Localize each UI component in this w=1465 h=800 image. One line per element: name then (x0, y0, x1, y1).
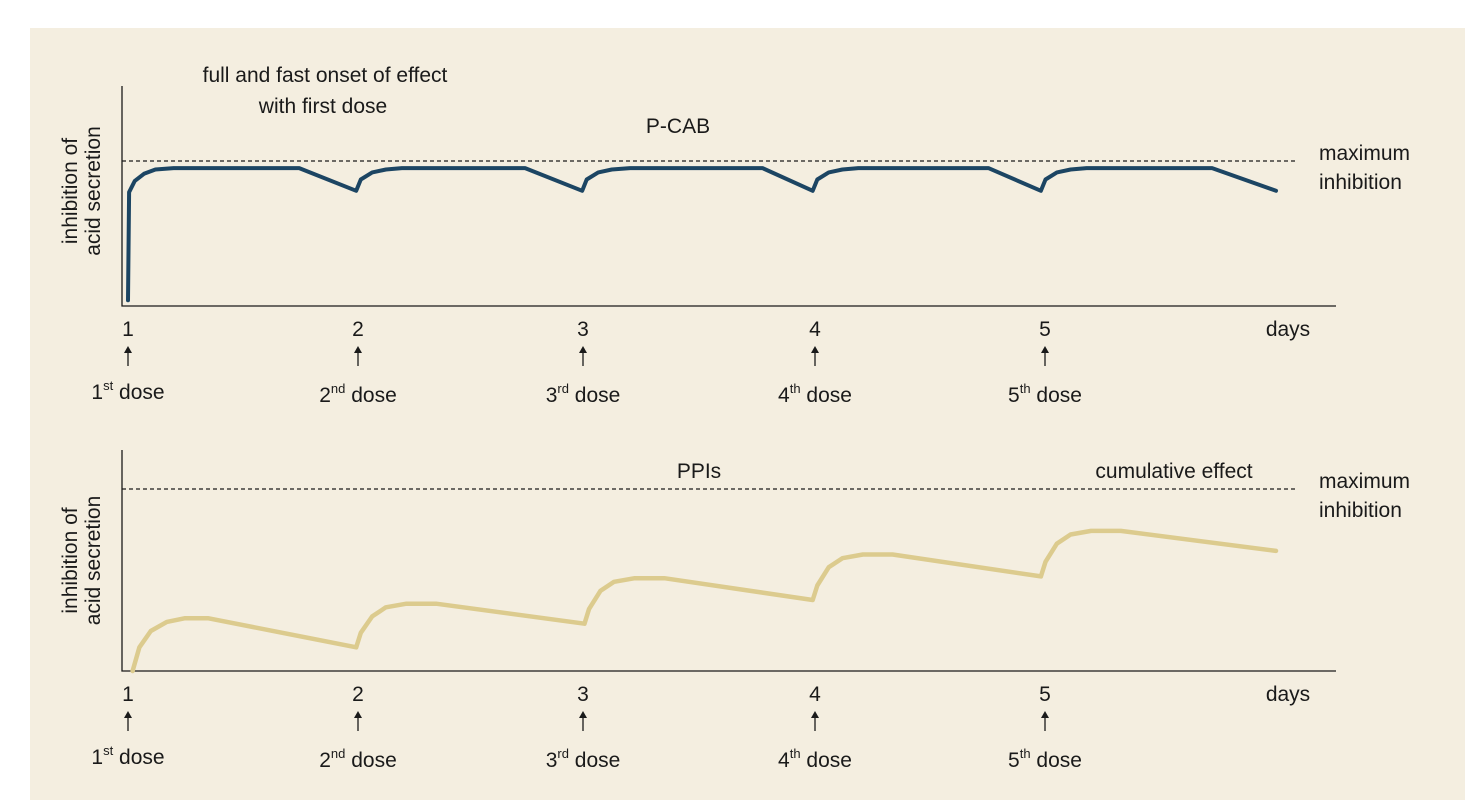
max-inhibition-label: maximum (1319, 142, 1410, 165)
dose-ordinal-suffix: st (103, 378, 114, 393)
dose-word: dose (113, 381, 164, 404)
dose-ordinal: 1 (91, 746, 103, 769)
max-inhibition-label: inhibition (1319, 499, 1402, 522)
panel-1-axes (121, 86, 1336, 307)
y-axis-label: inhibition of (59, 138, 82, 244)
dose-ordinal: 4 (778, 749, 790, 772)
y-axis-label: acid secretion (82, 126, 105, 256)
ppi-series-line (130, 528, 1279, 674)
dose-label: 5th dose (1008, 746, 1082, 772)
dose-arrowhead (579, 346, 587, 353)
x-tick-label: 3 (577, 318, 589, 341)
annotation: with first dose (258, 95, 387, 118)
dose-ordinal-suffix: th (1020, 746, 1031, 761)
dose-label: 1st dose (91, 378, 164, 404)
dose-ordinal: 3 (546, 749, 558, 772)
dose-label: 2nd dose (319, 746, 397, 772)
dose-ordinal: 5 (1008, 749, 1020, 772)
panel-title: PPIs (677, 460, 721, 483)
dose-ordinal-suffix: rd (557, 381, 569, 396)
y-axis-label: inhibition of (59, 507, 82, 613)
dose-ordinal-suffix: th (1020, 381, 1031, 396)
dose-word: dose (345, 384, 396, 407)
dose-label: 4th dose (778, 746, 852, 772)
x-tick-label: 4 (809, 318, 821, 341)
y-axis-label: acid secretion (82, 496, 105, 626)
x-tick-label: 5 (1039, 683, 1051, 706)
dose-ordinal-suffix: th (790, 746, 801, 761)
figure-background: maximum inhibition inhibition of acid secre… (30, 28, 1465, 800)
dose-ordinal: 5 (1008, 384, 1020, 407)
dose-word: dose (345, 749, 396, 772)
annotation: cumulative effect (1095, 460, 1252, 483)
dose-arrowhead (811, 346, 819, 353)
dose-word: dose (801, 384, 852, 407)
panel-title: P-CAB (646, 115, 710, 138)
dose-word: dose (1031, 384, 1082, 407)
dose-arrowhead (354, 711, 362, 718)
x-tick-label: 3 (577, 683, 589, 706)
dose-ordinal-suffix: nd (331, 746, 345, 761)
dose-word: dose (569, 749, 620, 772)
x-tick-label: 5 (1039, 318, 1051, 341)
dose-ordinal-suffix: rd (557, 746, 569, 761)
dose-label: 4th dose (778, 381, 852, 407)
dose-ordinal: 2 (319, 384, 331, 407)
dose-word: dose (113, 746, 164, 769)
x-axis-label: days (1266, 683, 1310, 706)
dose-label: 1st dose (91, 743, 164, 769)
dose-ordinal: 2 (319, 749, 331, 772)
dose-ordinal: 3 (546, 384, 558, 407)
dose-arrowhead (1041, 346, 1049, 353)
dose-ordinal-suffix: nd (331, 381, 345, 396)
dose-arrowhead (579, 711, 587, 718)
dose-word: dose (801, 749, 852, 772)
dose-ordinal: 1 (91, 381, 103, 404)
panel-2-axes (121, 450, 1336, 672)
dose-label: 3rd dose (546, 746, 621, 772)
max-inhibition-label: inhibition (1319, 171, 1402, 194)
dose-arrowhead (1041, 711, 1049, 718)
x-tick-label: 1 (122, 683, 134, 706)
x-tick-label: 2 (352, 683, 364, 706)
dose-word: dose (1031, 749, 1082, 772)
dose-word: dose (569, 384, 620, 407)
annotation: full and fast onset of effect (203, 64, 448, 87)
x-tick-label: 4 (809, 683, 821, 706)
dose-label: 5th dose (1008, 381, 1082, 407)
dose-arrowhead (811, 711, 819, 718)
dose-arrowhead (354, 346, 362, 353)
x-axis-label: days (1266, 318, 1310, 341)
dose-ordinal-suffix: st (103, 743, 114, 758)
x-tick-label: 2 (352, 318, 364, 341)
dose-ordinal: 4 (778, 384, 790, 407)
dose-label: 3rd dose (546, 381, 621, 407)
dose-ordinal-suffix: th (790, 381, 801, 396)
max-inhibition-label: maximum (1319, 470, 1410, 493)
dose-arrowhead (124, 346, 132, 353)
x-tick-label: 1 (122, 318, 134, 341)
pcab-series-line (126, 166, 1278, 303)
dose-label: 2nd dose (319, 381, 397, 407)
dose-arrowhead (124, 711, 132, 718)
